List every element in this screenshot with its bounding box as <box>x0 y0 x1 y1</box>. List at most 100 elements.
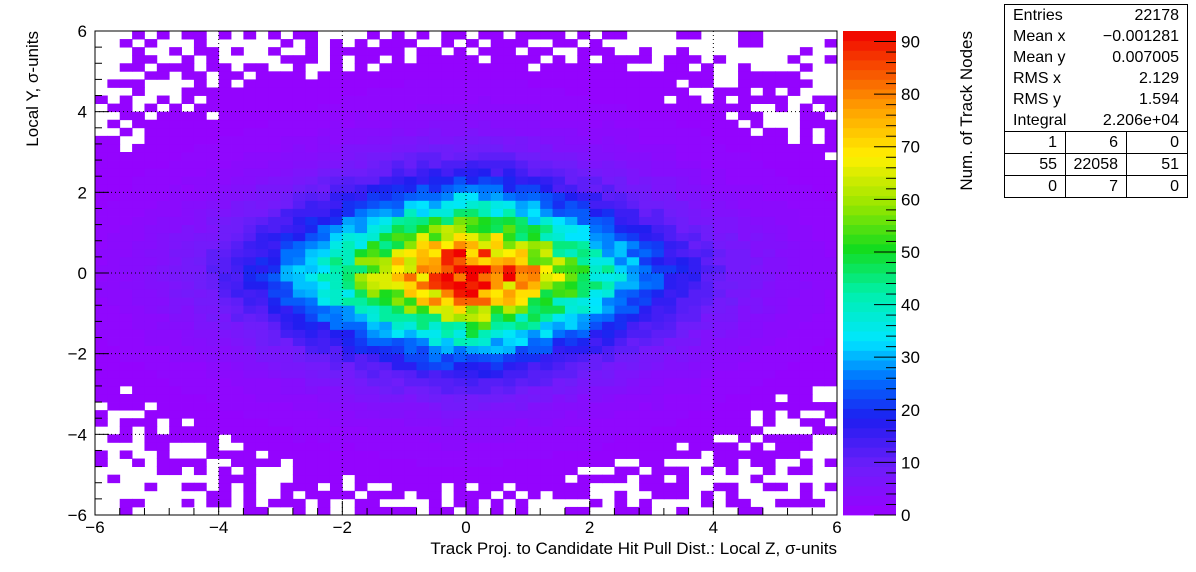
heatmap-cell <box>342 264 356 274</box>
heatmap-cell <box>231 216 244 225</box>
heatmap-cell <box>503 184 516 193</box>
heatmap-cell <box>441 200 455 209</box>
heatmap-cell <box>317 79 331 88</box>
heatmap-cell <box>218 377 232 387</box>
heatmap-cell <box>651 224 665 234</box>
heatmap-cell <box>243 103 257 113</box>
heatmap-cell <box>503 418 516 427</box>
heatmap-cell <box>663 224 677 234</box>
heatmap-cell <box>218 87 232 96</box>
heatmap-cell <box>156 369 170 379</box>
heatmap-cell <box>725 490 739 500</box>
heatmap-cell <box>329 466 343 476</box>
heatmap-cell <box>255 321 269 330</box>
heatmap-cell <box>329 482 343 492</box>
heatmap-cell <box>379 418 393 427</box>
heatmap-cell <box>404 289 417 298</box>
heatmap-cell <box>255 240 269 250</box>
heatmap-cell <box>193 264 207 274</box>
heatmap-cell <box>564 482 578 492</box>
heatmap-cell <box>255 248 269 258</box>
heatmap-cell <box>490 256 504 266</box>
heatmap-cell <box>639 426 652 435</box>
heatmap-cell <box>379 143 393 153</box>
heatmap-cell <box>231 192 244 201</box>
heatmap-cell <box>379 71 393 80</box>
heatmap-cell <box>639 264 652 274</box>
heatmap-cell <box>144 418 158 427</box>
heatmap-cell <box>466 95 479 104</box>
heatmap-cell <box>602 458 615 467</box>
heatmap-cell <box>317 127 331 137</box>
heatmap-cell <box>762 321 776 330</box>
heatmap-cell <box>354 289 368 298</box>
heatmap-cell <box>428 410 442 419</box>
heatmap-cell <box>626 55 640 64</box>
heatmap-cell <box>700 232 714 242</box>
heatmap-cell <box>144 369 158 379</box>
heatmap-cell <box>243 313 257 322</box>
heatmap-cell <box>478 442 492 451</box>
heatmap-cell <box>317 297 331 306</box>
heatmap-cell <box>540 248 553 258</box>
heatmap-cell <box>391 248 405 258</box>
heatmap-cell <box>527 216 541 225</box>
heatmap-cell <box>416 176 430 185</box>
heatmap-cell <box>478 216 492 225</box>
heatmap-cell <box>738 321 751 330</box>
heatmap-cell <box>107 119 121 129</box>
heatmap-cell <box>193 248 207 258</box>
heatmap-cell <box>490 426 504 435</box>
heatmap-cell <box>193 143 207 153</box>
heatmap-cell <box>515 184 529 193</box>
heatmap-cell <box>589 192 603 201</box>
heatmap-cell <box>466 402 479 411</box>
heatmap-cell <box>762 208 776 217</box>
heatmap-cell <box>540 297 553 306</box>
heatmap-cell <box>639 434 652 443</box>
heatmap-cell <box>243 337 257 346</box>
heatmap-cell <box>515 297 529 306</box>
heatmap-cell <box>441 418 455 427</box>
heatmap-cell <box>552 71 566 80</box>
heatmap-cell <box>626 184 640 193</box>
palette-band <box>843 369 896 380</box>
heatmap-cell <box>824 127 838 137</box>
heatmap-cell <box>268 31 281 40</box>
heatmap-cell <box>527 176 541 185</box>
heatmap-cell <box>812 111 826 121</box>
heatmap-cell <box>552 103 566 113</box>
heatmap-cell <box>602 329 615 338</box>
heatmap-cell <box>812 95 826 104</box>
heatmap-cell <box>490 39 504 48</box>
heatmap-cell <box>614 377 628 387</box>
heatmap-cell <box>367 466 380 476</box>
heatmap-cell <box>428 394 442 403</box>
heatmap-cell <box>651 434 665 443</box>
heatmap-cell <box>416 216 430 225</box>
heatmap-cell <box>775 152 788 161</box>
heatmap-cell <box>255 152 269 161</box>
heatmap-cell <box>280 168 294 177</box>
heatmap-cell <box>750 377 764 387</box>
heatmap-cell <box>503 345 516 355</box>
heatmap-cell <box>379 39 393 48</box>
heatmap-cell <box>280 135 294 145</box>
heatmap-cell <box>478 466 492 476</box>
heatmap-cell <box>243 232 257 242</box>
heatmap-cell <box>169 248 182 258</box>
heatmap-cell <box>243 127 257 137</box>
heatmap-cell <box>552 418 566 427</box>
heatmap-cell <box>231 200 244 209</box>
heatmap-cell <box>317 208 331 217</box>
heatmap-cell <box>243 119 257 129</box>
heatmap-cell <box>688 184 702 193</box>
heatmap-cell <box>231 184 244 193</box>
palette-band <box>843 331 896 342</box>
heatmap-cell <box>515 273 529 282</box>
heatmap-cell <box>428 71 442 80</box>
heatmap-cell <box>206 152 220 161</box>
heatmap-cell <box>243 160 257 169</box>
heatmap-cell <box>564 506 578 516</box>
heatmap-cell <box>478 47 492 56</box>
